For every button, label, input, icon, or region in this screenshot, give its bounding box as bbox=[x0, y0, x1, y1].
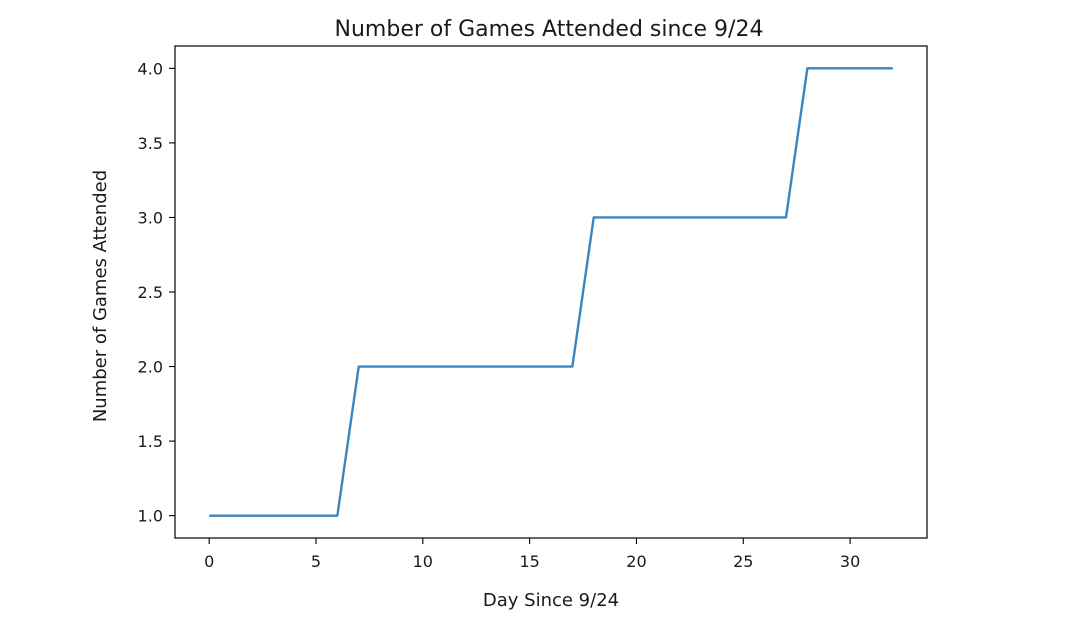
plot-area bbox=[209, 67, 893, 517]
y-tick-label: 3.0 bbox=[138, 208, 163, 227]
y-tick-label: 1.0 bbox=[138, 507, 163, 526]
y-axis-label: Number of Games Attended bbox=[90, 170, 111, 422]
x-tick-label: 30 bbox=[840, 552, 860, 571]
x-tick-label: 5 bbox=[311, 552, 321, 571]
x-tick-label: 25 bbox=[733, 552, 753, 571]
chart-title: Number of Games Attended since 9/24 bbox=[335, 17, 764, 42]
x-axis-label: Day Since 9/24 bbox=[483, 590, 619, 611]
y-tick-label: 4.0 bbox=[138, 59, 163, 78]
plot-frame bbox=[174, 45, 928, 539]
y-tick-label: 2.0 bbox=[138, 358, 163, 377]
y-tick-label: 2.5 bbox=[138, 283, 163, 302]
x-tick-label: 15 bbox=[519, 552, 539, 571]
y-tick-label: 1.5 bbox=[138, 432, 163, 451]
x-tick-label: 0 bbox=[204, 552, 214, 571]
x-axis: 0 5 10 15 20 25 30 bbox=[204, 538, 860, 571]
x-tick-label: 20 bbox=[626, 552, 646, 571]
x-tick-label: 10 bbox=[413, 552, 433, 571]
series-line bbox=[209, 67, 893, 517]
y-tick-label: 3.5 bbox=[138, 134, 163, 153]
y-axis: 1.0 1.5 2.0 2.5 3.0 3.5 4.0 bbox=[138, 59, 175, 526]
